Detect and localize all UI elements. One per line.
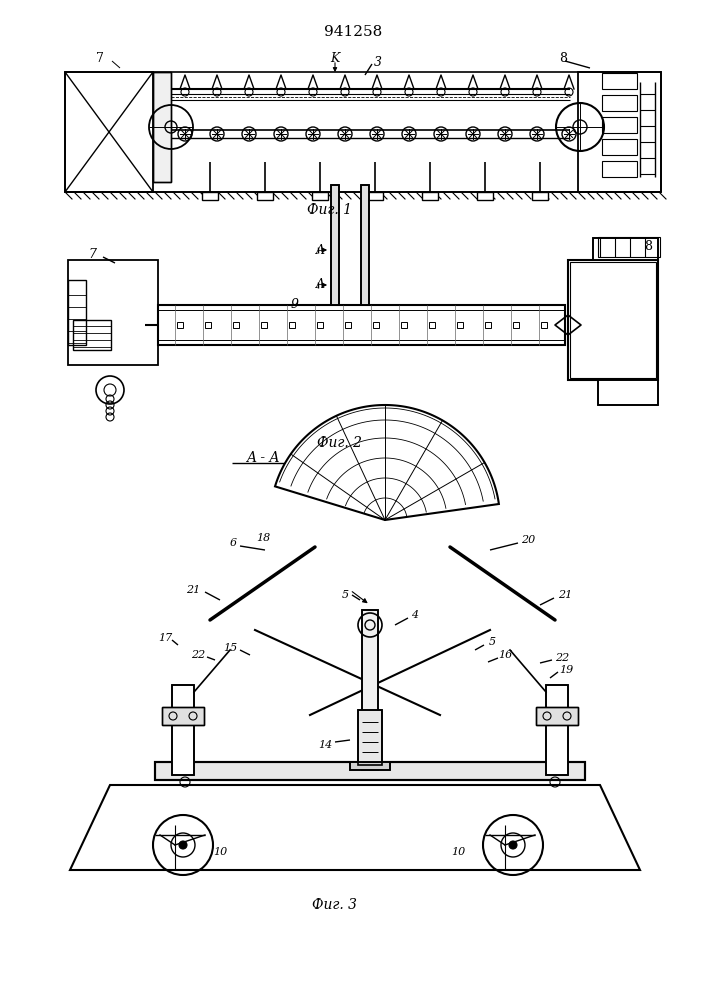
Bar	[362, 610, 378, 770]
Bar	[205, 322, 211, 328]
Bar	[593, 238, 658, 260]
Circle shape	[509, 841, 517, 849]
Bar	[317, 322, 323, 328]
Text: K: K	[330, 51, 339, 64]
Bar	[155, 762, 585, 780]
Bar	[312, 192, 328, 200]
Text: 9: 9	[291, 298, 299, 312]
Text: 3: 3	[374, 55, 382, 68]
Text: 5: 5	[489, 637, 496, 647]
Bar	[602, 161, 637, 177]
Text: 18: 18	[256, 533, 270, 543]
Circle shape	[179, 841, 187, 849]
Bar	[485, 322, 491, 328]
Bar	[172, 685, 194, 775]
Bar	[162, 707, 204, 725]
Bar	[289, 322, 295, 328]
Text: 7: 7	[88, 248, 96, 261]
Text: 21: 21	[186, 585, 200, 595]
Bar	[68, 280, 86, 345]
Text: 22: 22	[555, 653, 569, 663]
Bar	[536, 707, 578, 725]
Text: 8: 8	[559, 51, 567, 64]
Text: 19: 19	[559, 665, 573, 675]
Text: 21: 21	[558, 590, 572, 600]
Bar	[422, 192, 438, 200]
Bar	[177, 322, 183, 328]
Bar	[162, 707, 204, 725]
Text: Фиг. 1: Фиг. 1	[308, 203, 353, 217]
Bar	[155, 762, 585, 780]
Bar	[350, 762, 390, 770]
Bar	[532, 192, 548, 200]
Bar	[367, 192, 383, 200]
Bar	[257, 192, 273, 200]
Polygon shape	[275, 405, 499, 520]
Polygon shape	[70, 785, 640, 870]
Bar	[536, 707, 578, 725]
Bar	[158, 305, 565, 345]
Bar	[350, 762, 390, 770]
Bar	[602, 95, 637, 111]
Text: 17: 17	[158, 633, 172, 643]
Text: 22: 22	[191, 650, 205, 660]
Text: 16: 16	[498, 650, 512, 660]
Text: 5: 5	[341, 590, 349, 600]
Bar	[598, 380, 658, 405]
Text: A: A	[315, 243, 325, 256]
Text: 7: 7	[96, 51, 104, 64]
Bar	[602, 117, 637, 133]
Text: A - A: A - A	[246, 451, 280, 465]
Bar	[429, 322, 435, 328]
Bar	[345, 322, 351, 328]
Bar	[202, 192, 218, 200]
Text: 10: 10	[451, 847, 465, 857]
Bar	[233, 322, 239, 328]
Text: Фиг. 2: Фиг. 2	[317, 436, 363, 450]
Text: 941258: 941258	[324, 25, 382, 39]
Bar	[261, 322, 267, 328]
Bar	[358, 710, 382, 765]
Bar	[401, 322, 407, 328]
Text: 14: 14	[318, 740, 332, 750]
Bar	[541, 322, 547, 328]
Bar	[361, 185, 369, 305]
Text: Фиг. 3: Фиг. 3	[312, 898, 358, 912]
Bar	[457, 322, 463, 328]
Bar	[373, 322, 379, 328]
Bar	[65, 72, 661, 192]
Text: 6: 6	[230, 538, 237, 548]
Text: 10: 10	[213, 847, 227, 857]
Text: 4: 4	[411, 610, 419, 620]
Text: 15: 15	[223, 643, 237, 653]
Bar	[68, 260, 158, 365]
Bar	[593, 238, 658, 260]
Bar	[158, 310, 565, 340]
Bar	[172, 685, 194, 775]
Bar	[570, 262, 656, 378]
Bar	[578, 72, 661, 192]
Bar	[153, 72, 171, 182]
Text: 20: 20	[521, 535, 535, 545]
Bar	[546, 685, 568, 775]
Bar	[65, 72, 153, 192]
Bar	[331, 185, 339, 305]
Bar	[153, 72, 171, 182]
Bar	[331, 185, 339, 305]
Bar	[602, 73, 637, 89]
Text: A: A	[315, 278, 325, 292]
Bar	[477, 192, 493, 200]
Bar	[568, 260, 658, 380]
Bar	[73, 320, 111, 350]
Bar	[602, 139, 637, 155]
Bar	[361, 185, 369, 305]
Bar	[598, 237, 660, 257]
Text: 8: 8	[644, 240, 652, 253]
Bar	[358, 710, 382, 765]
Bar	[362, 610, 378, 770]
Bar	[513, 322, 519, 328]
Bar	[546, 685, 568, 775]
Bar	[598, 380, 658, 405]
